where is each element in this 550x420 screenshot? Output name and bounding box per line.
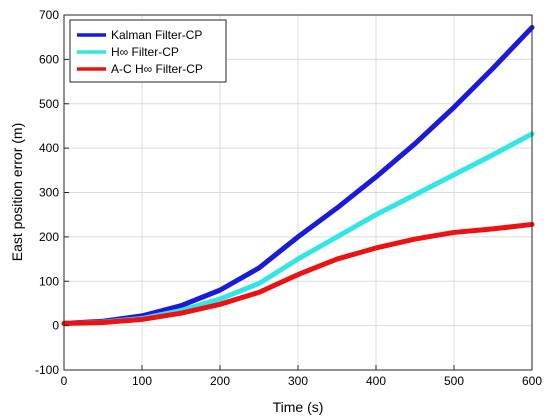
legend-label-ac-hinf: A-C H∞ Filter-CP bbox=[111, 62, 203, 76]
y-axis-label: East position error (m) bbox=[9, 123, 25, 261]
y-tick-label: 100 bbox=[39, 274, 59, 288]
x-axis-ticks: 0 100 200 300 400 500 600 bbox=[61, 365, 542, 388]
x-tick-label: 200 bbox=[210, 374, 230, 388]
x-tick-label: 0 bbox=[61, 374, 68, 388]
legend: Kalman Filter-CP H∞ Filter-CP A-C H∞ Fil… bbox=[69, 19, 227, 83]
x-axis-label: Time (s) bbox=[273, 399, 324, 415]
y-axis-ticks: -100 0 100 200 300 400 500 600 700 bbox=[35, 8, 69, 377]
series-line-2 bbox=[61, 221, 535, 326]
x-tick-label: 100 bbox=[132, 374, 152, 388]
y-tick-label: 200 bbox=[39, 230, 59, 244]
legend-label-kalman: Kalman Filter-CP bbox=[111, 28, 202, 42]
x-tick-label: 600 bbox=[522, 374, 542, 388]
y-tick-label: 600 bbox=[39, 52, 59, 66]
y-tick-label: 500 bbox=[39, 97, 59, 111]
y-tick-label: 700 bbox=[39, 8, 59, 22]
y-tick-label: -100 bbox=[35, 363, 59, 377]
series-group bbox=[61, 24, 535, 326]
y-tick-label: 400 bbox=[39, 141, 59, 155]
y-tick-label: 300 bbox=[39, 186, 59, 200]
legend-label-hinf: H∞ Filter-CP bbox=[111, 45, 179, 59]
grid bbox=[64, 15, 532, 370]
x-tick-label: 500 bbox=[444, 374, 464, 388]
x-tick-label: 400 bbox=[366, 374, 386, 388]
y-tick-label: 0 bbox=[52, 319, 59, 333]
x-tick-label: 300 bbox=[288, 374, 308, 388]
series-line-0 bbox=[61, 24, 535, 326]
